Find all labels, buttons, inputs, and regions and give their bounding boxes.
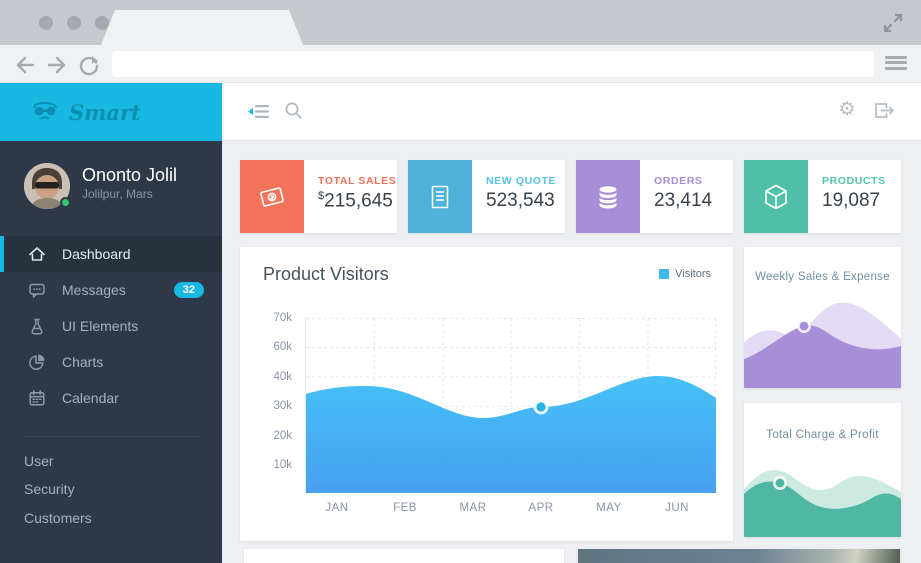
y-tick: 10k (273, 459, 292, 471)
sidebar-item-ui-elements[interactable]: UI Elements (0, 308, 222, 344)
main-topbar: ⚙ (222, 83, 921, 141)
sidebar-item-label: UI Elements (62, 318, 139, 334)
profile-name: Ononto Jolil (82, 165, 178, 185)
mini-card-title: Total Charge & Profit (766, 429, 879, 441)
stat-value: 523,543 (486, 190, 555, 211)
area-chart-plot[interactable] (305, 318, 716, 493)
weekly-sales-expense-card[interactable]: Weekly Sales & Expense (744, 247, 901, 388)
legend-label: Visitors (675, 268, 711, 280)
sidebar-item-dashboard[interactable]: Dashboard (0, 236, 222, 272)
window-zoom-dot[interactable] (95, 16, 109, 30)
visitors-area (306, 376, 716, 493)
stat-label: PRODUCTS (822, 175, 886, 187)
stat-label: TOTAL SALES (318, 175, 397, 187)
mini-card-title: Weekly Sales & Expense (755, 271, 890, 283)
x-tick: FEB (393, 502, 417, 514)
database-icon (576, 160, 640, 233)
bottom-card[interactable] (244, 549, 564, 563)
sidebar-item-messages[interactable]: Messages 32 (0, 272, 222, 308)
legend-swatch (659, 269, 670, 279)
cube-icon (744, 160, 808, 233)
browser-menu-icon[interactable] (885, 53, 907, 73)
sidebar-item-calendar[interactable]: Calendar (0, 380, 222, 416)
y-tick: 30k (273, 400, 292, 412)
sidebar: Smart Ononto Jolil Jolilpur, Mars (0, 83, 222, 563)
green-wave-chart (744, 470, 901, 537)
calendar-icon (29, 390, 45, 406)
highlight-point (536, 402, 546, 412)
stat-value: 19,087 (822, 190, 881, 211)
chart-title: Product Visitors (263, 264, 389, 284)
pie-chart-icon (29, 354, 45, 370)
expand-icon[interactable] (883, 13, 903, 33)
profile-location: Jolilpur, Mars (82, 187, 153, 201)
x-tick: JAN (325, 502, 349, 514)
total-charge-profit-card[interactable]: Total Charge & Profit (744, 403, 901, 537)
sidebar-nav: Dashboard Messages 32 UI Elements (0, 236, 222, 416)
sidebar-item-charts[interactable]: Charts (0, 344, 222, 380)
sidebar-link-user[interactable]: User (24, 453, 54, 469)
product-visitors-card: Product Visitors Visitors 70k 60k 40k 30… (240, 247, 733, 541)
browser-tab[interactable] (101, 10, 303, 45)
window-close-dot[interactable] (39, 16, 53, 30)
logout-icon[interactable] (874, 102, 895, 119)
stat-card-orders[interactable]: ORDERS 23,414 (576, 160, 733, 233)
sidebar-divider (24, 436, 198, 437)
sidebar-item-label: Charts (62, 354, 104, 370)
stat-value: $215,645 (318, 190, 393, 212)
online-status-dot (60, 197, 71, 208)
x-tick: APR (528, 502, 554, 514)
browser-tabbar (0, 0, 921, 45)
stat-card-total-sales[interactable]: TOTAL SALES $215,645 (240, 160, 397, 233)
stat-card-products[interactable]: PRODUCTS 19,087 (744, 160, 901, 233)
sidebar-link-security[interactable]: Security (24, 481, 75, 497)
chat-icon (29, 283, 45, 298)
stat-label: NEW QUOTE (486, 175, 557, 187)
sidebar-item-label: Dashboard (62, 246, 131, 262)
x-tick: MAR (459, 502, 487, 514)
stat-value: 23,414 (654, 190, 713, 211)
stat-card-new-quote[interactable]: NEW QUOTE 523,543 (408, 160, 565, 233)
stat-label: ORDERS (654, 175, 703, 187)
chart-legend[interactable]: Visitors (659, 268, 711, 280)
x-tick: MAY (596, 502, 622, 514)
back-arrow-icon[interactable] (14, 54, 36, 76)
flask-icon (31, 318, 43, 335)
banknote-icon (240, 160, 304, 233)
document-icon (408, 160, 472, 233)
messages-badge: 32 (173, 282, 204, 298)
profile-block[interactable]: Ononto Jolil Jolilpur, Mars (0, 141, 222, 236)
y-tick: 60k (273, 341, 292, 353)
sidebar-item-label: Calendar (62, 390, 119, 406)
y-tick: 70k (273, 312, 292, 324)
purple-wave-chart (744, 302, 901, 388)
y-tick: 20k (273, 430, 292, 442)
window-minimize-dot[interactable] (67, 16, 81, 30)
photo-thumbnail[interactable] (578, 549, 900, 563)
logo-bar[interactable]: Smart (0, 83, 222, 141)
search-icon[interactable] (284, 101, 303, 120)
home-icon (29, 247, 45, 261)
sidebar-link-customers[interactable]: Customers (24, 510, 92, 526)
y-tick: 40k (273, 371, 292, 383)
url-input[interactable] (112, 51, 874, 77)
browser-addressbar (0, 45, 921, 83)
collapse-menu-icon[interactable] (248, 104, 270, 119)
forward-arrow-icon[interactable] (46, 54, 68, 76)
hipster-face-icon (33, 101, 57, 120)
logo-text: Smart (69, 99, 141, 125)
x-tick: JUN (665, 502, 689, 514)
reload-icon[interactable] (78, 54, 100, 76)
sidebar-item-label: Messages (62, 282, 126, 298)
gear-icon[interactable]: ⚙ (838, 99, 856, 120)
currency-prefix: $ (318, 190, 325, 202)
